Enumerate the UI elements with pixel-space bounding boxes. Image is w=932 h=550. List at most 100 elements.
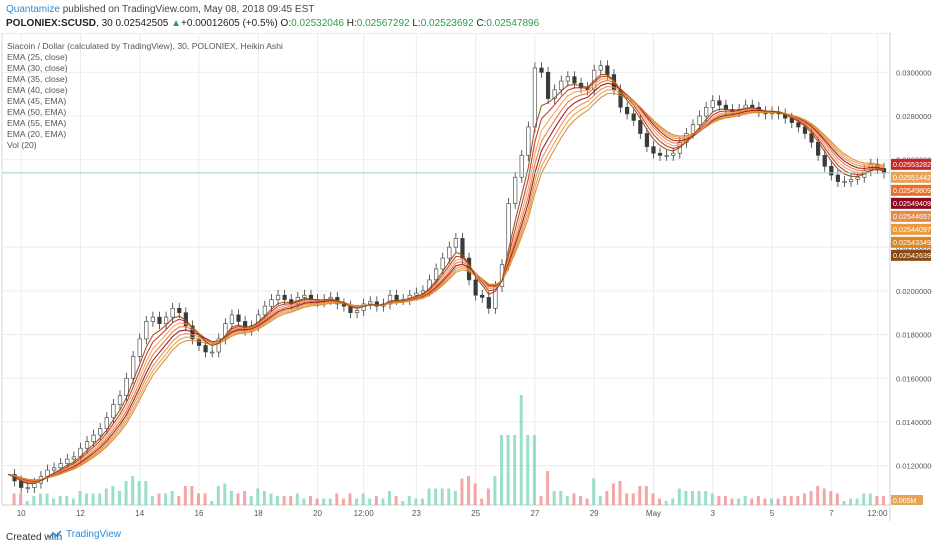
ema-price-tag <box>891 236 931 248</box>
volume-bar <box>486 488 490 505</box>
x-tick-label: 12:00 <box>354 509 375 518</box>
volume-bar <box>783 496 787 505</box>
volume-bar <box>598 496 602 505</box>
legend-item[interactable]: EMA (50, EMA) <box>7 107 67 117</box>
candle-body <box>216 338 221 353</box>
volume-bar <box>374 496 378 505</box>
x-tick-label: 27 <box>530 509 539 518</box>
volume-bar <box>58 496 62 505</box>
volume-bar <box>447 488 451 505</box>
ema-line <box>7 89 885 481</box>
ema-price-tag-label: 0.02549409 <box>893 199 931 208</box>
volume-bar <box>730 498 734 505</box>
legend-item[interactable]: Vol (20) <box>7 140 37 150</box>
candle-body <box>697 115 702 126</box>
volume-bar <box>809 491 813 505</box>
candle-body <box>460 238 465 259</box>
volume-bar <box>835 493 839 505</box>
candle-body <box>657 152 663 156</box>
legend-item[interactable]: EMA (20, EMA) <box>7 129 67 139</box>
candle-body <box>71 456 76 460</box>
volume-bar <box>585 498 589 505</box>
candle-body <box>651 146 656 154</box>
volume-bar <box>407 496 411 505</box>
x-tick-label: 12 <box>76 509 85 518</box>
x-tick-label: 10 <box>17 509 26 518</box>
volume-bar <box>295 493 299 505</box>
publisher-line: Quantamize published on TradingView.com,… <box>6 4 314 15</box>
candle-body <box>52 467 57 471</box>
volume-bar <box>546 471 550 505</box>
ema-price-tag <box>891 210 931 222</box>
volume-bar <box>256 488 260 505</box>
volume-bar <box>414 498 418 505</box>
legend-item[interactable]: EMA (55, EMA) <box>7 118 67 128</box>
volume-bar <box>45 493 49 505</box>
volume-bar <box>197 493 201 505</box>
volume-bar <box>684 491 688 505</box>
volume-bar <box>177 496 181 505</box>
publisher-link[interactable]: Quantamize <box>6 4 60 15</box>
open-value: 0.02532046 <box>291 18 344 29</box>
legend-item[interactable]: EMA (35, close) <box>7 74 68 84</box>
volume-bar <box>32 496 36 505</box>
volume-bar <box>875 496 879 505</box>
ohlc-line: POLONIEX:SCUSD, 30 0.02542505 ▲+0.000126… <box>6 18 539 29</box>
price-chart[interactable]: 0.030000000.028000000.026000000.02200000… <box>0 33 932 523</box>
candle-body <box>269 299 274 307</box>
volume-bar <box>308 496 312 505</box>
volume-bar <box>12 493 16 505</box>
volume-bar <box>532 435 536 505</box>
candle-body <box>354 310 360 314</box>
candle-body <box>124 377 129 397</box>
candle-body <box>842 181 847 183</box>
legend-item[interactable]: EMA (45, EMA) <box>7 96 67 106</box>
candle-body <box>440 257 445 270</box>
x-tick-label: 23 <box>412 509 421 518</box>
y-tick-label: 0.01800000 <box>896 331 932 340</box>
x-tick-label: 5 <box>770 509 775 518</box>
volume-bar <box>605 491 609 505</box>
volume-bar <box>315 498 319 505</box>
x-tick-label: 20 <box>313 509 322 518</box>
x-tick-label: 7 <box>829 509 834 518</box>
legend-title: Siacoin / Dollar (calculated by TradingV… <box>7 41 283 51</box>
volume-bar <box>335 493 339 505</box>
volume-bar <box>526 435 530 505</box>
volume-bar <box>763 498 767 505</box>
legend-item[interactable]: EMA (25, close) <box>7 52 68 62</box>
candle-body <box>453 238 458 248</box>
tradingview-brand: TradingView <box>66 529 122 540</box>
chart-area[interactable]: 0.030000000.028000000.026000000.02200000… <box>0 33 932 523</box>
volume-bar <box>822 488 826 505</box>
legend-item[interactable]: EMA (40, close) <box>7 85 68 95</box>
y-tick-label: 0.01400000 <box>896 418 932 427</box>
candle-body <box>796 122 801 128</box>
volume-bar <box>493 476 497 505</box>
volume-bar <box>394 496 398 505</box>
volume-bar <box>658 498 662 505</box>
volume-bar <box>631 493 635 505</box>
x-tick-label: 18 <box>254 509 263 518</box>
candle-body <box>177 308 182 314</box>
volume-bar <box>467 476 471 505</box>
volume-bar <box>381 498 385 505</box>
volume-bar <box>737 498 741 505</box>
candle-body <box>848 179 854 182</box>
legend-item[interactable]: EMA (30, close) <box>7 63 68 73</box>
candle-body <box>137 338 142 357</box>
volume-bar <box>216 486 220 505</box>
volume-bar <box>91 493 95 505</box>
ema-price-tag <box>891 158 931 170</box>
high-value: 0.02567292 <box>356 18 410 29</box>
volume-bar <box>210 501 214 505</box>
volume-tag-label: 0.005M <box>893 498 917 505</box>
volume-bar <box>85 493 89 505</box>
ema-line <box>7 85 885 482</box>
timeframe: , 30 <box>96 18 113 29</box>
volume-bar <box>453 491 457 505</box>
tradingview-link[interactable]: TradingView <box>48 529 121 540</box>
candle-body <box>704 106 709 117</box>
candle-body <box>25 487 30 489</box>
candle-body <box>664 155 669 157</box>
